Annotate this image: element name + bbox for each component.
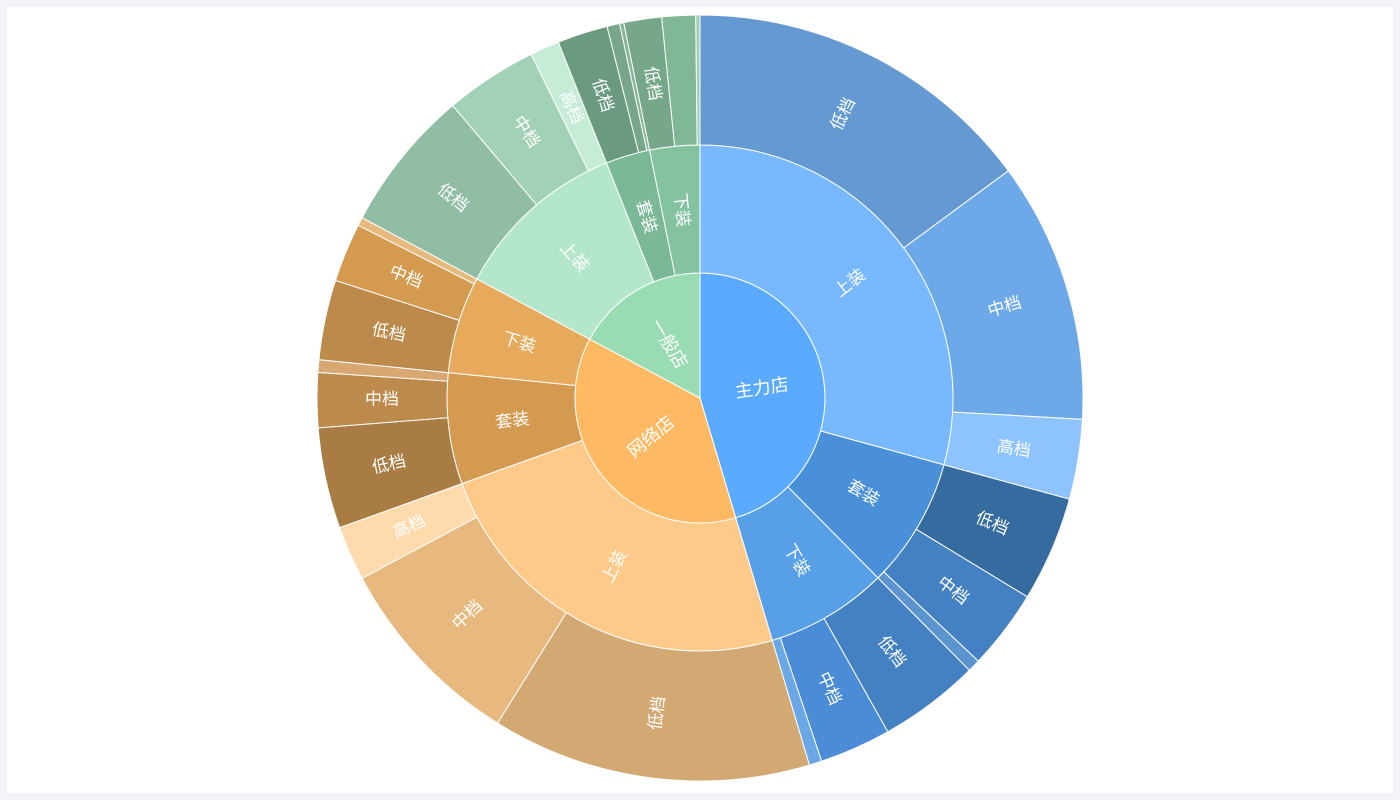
sunburst-chart: 主力店上装低档中档高档套装低档中档下装低档中档网络店上装低档中档高档套装低档中档… — [316, 14, 1084, 782]
segment-label: 中档 — [365, 390, 399, 410]
sunburst-segment[interactable] — [695, 14, 701, 146]
segment-label: 套装 — [494, 409, 530, 433]
segment-label: 下装 — [669, 192, 692, 228]
segment-label: 低档 — [645, 695, 669, 731]
chart-card: 主力店 上装 低档 中档 高档 套装 低档 中档 下装 低档 中档 网络店 上装 低档 中档 高档 套装 低档 中档… — [7, 7, 1393, 793]
